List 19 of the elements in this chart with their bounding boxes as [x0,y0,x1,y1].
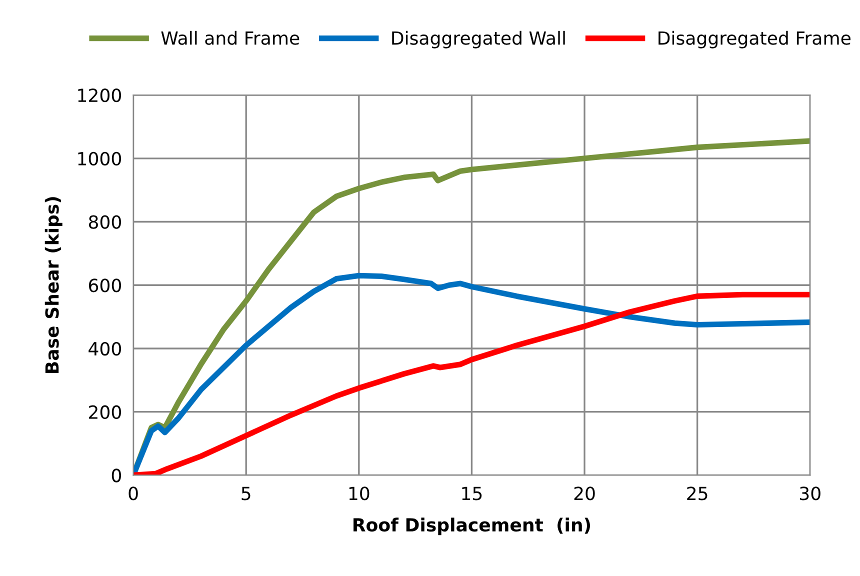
legend-label: Wall and Frame [161,30,300,45]
x-tick-label: 25 [687,486,708,500]
x-tick-label: 0 [128,486,138,500]
y-tick-label: 200 [89,405,121,419]
y-tick-label: 400 [88,342,121,356]
x-tick-label: 15 [462,486,482,500]
legend-label: Disaggregated Wall [392,30,565,48]
y-tick-label: 0 [112,468,121,482]
y-tick-label: 1000 [78,152,121,166]
y-tick-label: 1200 [78,88,121,102]
x-tick-label: 10 [349,486,370,500]
x-tick-label: 30 [800,486,820,500]
x-tick-label: 20 [574,486,595,500]
y-axis-title: Base Shear (kips) [44,197,62,373]
x-tick-label: 5 [242,486,250,500]
legend-label: Disaggregated Frame [658,30,850,48]
y-tick-label: 800 [88,215,121,229]
x-axis-title: Roof Displacement (in) [354,518,590,536]
y-tick-label: 600 [88,278,121,292]
